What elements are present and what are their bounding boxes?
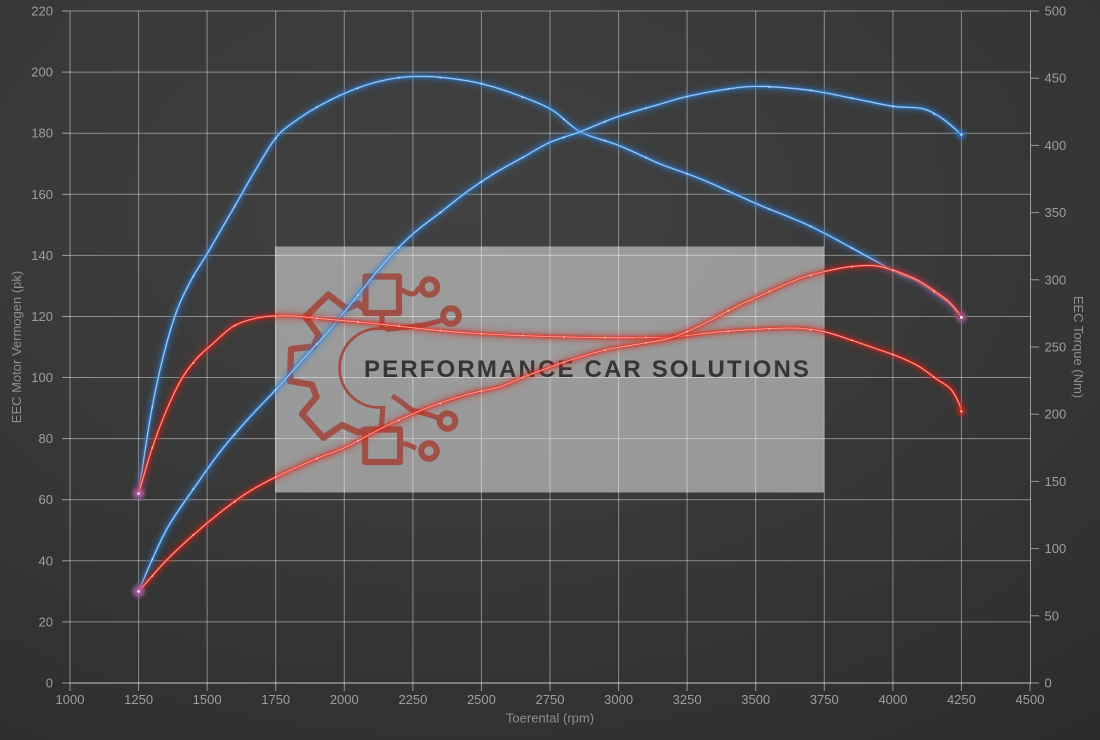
svg-text:3750: 3750 (810, 692, 839, 707)
svg-text:60: 60 (39, 492, 53, 507)
svg-text:140: 140 (31, 248, 53, 263)
svg-text:4250: 4250 (947, 692, 976, 707)
svg-text:1000: 1000 (56, 692, 85, 707)
svg-text:2250: 2250 (398, 692, 427, 707)
svg-text:50: 50 (1045, 608, 1059, 623)
svg-text:2500: 2500 (467, 692, 496, 707)
svg-text:EEC Motor Vermogen (pk): EEC Motor Vermogen (pk) (9, 271, 24, 423)
svg-text:3500: 3500 (741, 692, 770, 707)
svg-text:1750: 1750 (261, 692, 290, 707)
svg-text:3000: 3000 (604, 692, 633, 707)
svg-text:500: 500 (1045, 4, 1067, 19)
svg-text:400: 400 (1045, 138, 1067, 153)
svg-text:0: 0 (1045, 676, 1052, 691)
svg-text:EEC Torque (Nm): EEC Torque (Nm) (1071, 296, 1086, 398)
svg-text:0: 0 (46, 676, 53, 691)
svg-text:1250: 1250 (124, 692, 153, 707)
svg-text:80: 80 (39, 431, 53, 446)
svg-text:350: 350 (1045, 205, 1067, 220)
svg-text:450: 450 (1045, 71, 1067, 86)
svg-text:PERFORMANCE CAR SOLUTIONS: PERFORMANCE CAR SOLUTIONS (364, 356, 811, 383)
svg-text:3250: 3250 (673, 692, 702, 707)
svg-text:40: 40 (39, 553, 53, 568)
svg-text:120: 120 (31, 309, 53, 324)
svg-text:20: 20 (39, 614, 53, 629)
svg-text:4000: 4000 (878, 692, 907, 707)
svg-text:2750: 2750 (536, 692, 565, 707)
svg-text:Toerental (rpm): Toerental (rpm) (506, 711, 594, 726)
svg-text:160: 160 (31, 187, 53, 202)
svg-text:200: 200 (31, 65, 53, 80)
svg-text:100: 100 (1045, 541, 1067, 556)
svg-text:1500: 1500 (193, 692, 222, 707)
svg-text:180: 180 (31, 126, 53, 141)
svg-text:300: 300 (1045, 272, 1067, 287)
svg-text:150: 150 (1045, 474, 1067, 489)
svg-text:4500: 4500 (1016, 692, 1045, 707)
svg-text:200: 200 (1045, 407, 1067, 422)
svg-text:2000: 2000 (330, 692, 359, 707)
svg-text:220: 220 (31, 4, 53, 19)
svg-text:250: 250 (1045, 340, 1067, 355)
svg-text:100: 100 (31, 370, 53, 385)
